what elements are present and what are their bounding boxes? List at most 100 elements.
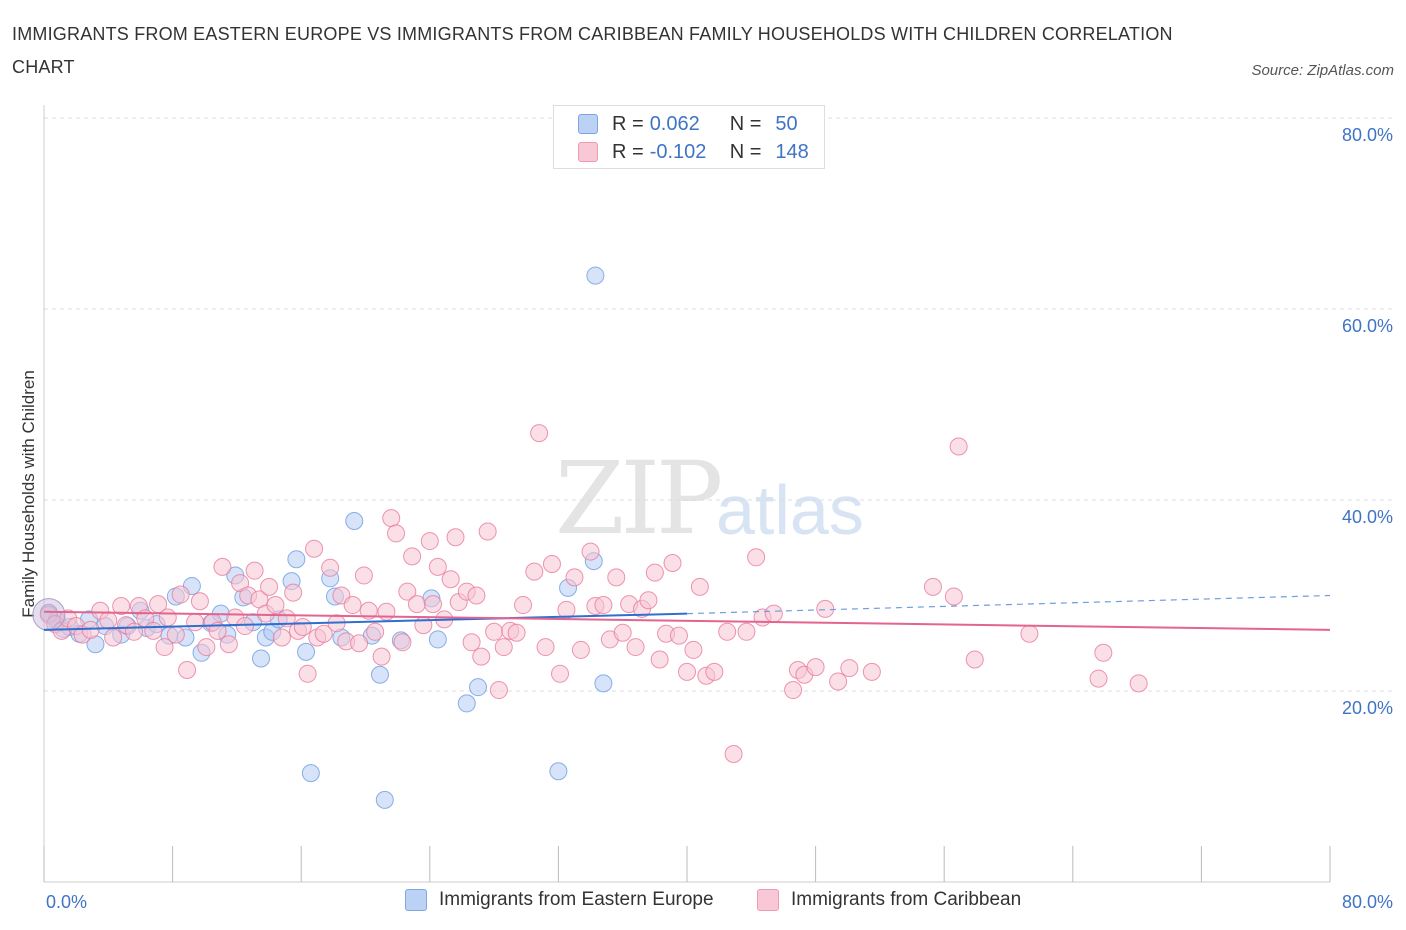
point-caribbean [197,638,216,657]
x-tick-label: 80.0% [1342,892,1393,912]
chart-title: IMMIGRANTS FROM EASTERN EUROPE VS IMMIGR… [12,24,1173,77]
point-caribbean [1094,643,1113,662]
point-caribbean [607,568,626,587]
point-caribbean [949,437,968,456]
point-caribbean [441,570,460,589]
n-value: 148 [775,140,809,163]
point-eastern-europe [594,674,613,693]
watermark-zip: ZIP [555,440,723,557]
point-caribbean [293,618,312,637]
r-value: -0.102 [649,140,707,163]
point-caribbean [613,623,632,642]
point-caribbean [816,599,835,618]
point-caribbean [536,638,555,657]
stats-legend-row-eastern-europe: R = 0.062 N = 50 [578,112,798,136]
point-caribbean [485,622,504,641]
point-caribbean [467,586,486,605]
point-eastern-europe [287,550,306,569]
point-caribbean [359,601,378,620]
point-caribbean [514,596,533,615]
point-caribbean [565,568,584,587]
point-caribbean [663,554,682,573]
point-caribbean [626,638,645,657]
point-caribbean [684,640,703,659]
point-caribbean [965,650,984,669]
point-caribbean [718,622,737,641]
point-caribbean [639,591,658,610]
point-eastern-europe [297,642,316,661]
point-caribbean [678,662,696,681]
point-caribbean [104,628,123,647]
point-caribbean [354,566,373,585]
point-eastern-europe [549,762,568,781]
point-caribbean [551,664,570,683]
point-caribbean [525,562,544,581]
point-caribbean [81,620,100,639]
point-caribbean [1129,674,1148,693]
point-caribbean [407,595,426,614]
point-caribbean [235,617,254,636]
point-caribbean [428,557,447,576]
point-caribbean [705,662,724,681]
point-caribbean [125,622,144,641]
point-caribbean [321,558,340,577]
point-caribbean [99,611,118,630]
x-tick-label: 0.0% [46,892,87,912]
point-caribbean [314,624,333,643]
point-caribbean [462,633,481,652]
point-caribbean [393,633,412,652]
point-caribbean [155,638,174,657]
point-caribbean [213,557,232,576]
point-caribbean [350,634,369,653]
point-caribbean [806,658,825,677]
y-tick-label: 40.0% [1342,507,1393,527]
point-caribbean [298,664,317,683]
point-caribbean [669,626,688,645]
point-caribbean [594,596,613,615]
point-eastern-europe [301,764,320,783]
point-caribbean [650,650,669,669]
point-cluster [32,598,66,632]
stats-legend: R = 0.062 N = 50 R = -0.102 N = 148 [553,105,825,169]
point-caribbean [690,577,709,596]
point-caribbean [372,647,391,666]
point-caribbean [272,628,291,647]
y-axis-label: Family Households with Children [19,370,38,618]
y-tick-label: 80.0% [1342,125,1393,145]
point-caribbean [829,672,848,691]
point-eastern-europe [252,649,271,668]
series-legend-eastern-europe: Immigrants from Eastern Europe [405,889,714,911]
point-caribbean [190,592,209,611]
point-eastern-europe [345,512,364,531]
point-caribbean [260,577,279,596]
point-caribbean [284,583,303,602]
chart-source: Source: ZipAtlas.com [1251,62,1394,79]
point-eastern-europe [375,790,394,809]
y-tick-label: 60.0% [1342,316,1393,336]
point-caribbean [1089,669,1108,688]
watermark-atlas: atlas [716,471,864,549]
point-caribbean [158,608,177,627]
point-caribbean [112,597,131,616]
n-value: 50 [775,112,798,135]
point-caribbean [944,587,963,606]
series-legend-label: Immigrants from Eastern Europe [439,889,714,910]
r-label: R = [612,112,644,135]
point-caribbean [737,622,756,641]
n-label: N = [729,140,762,163]
point-caribbean [186,613,205,632]
point-caribbean [144,621,163,640]
point-caribbean [747,548,766,567]
point-caribbean [530,424,549,443]
point-eastern-europe [586,266,605,285]
point-eastern-europe [428,630,447,649]
series-legend: Immigrants from Eastern Europe Immigrant… [0,889,1406,915]
point-caribbean [305,539,324,558]
point-caribbean [171,585,190,604]
trendline-extension-eastern-europe [686,594,1331,615]
y-tick-label: 20.0% [1342,698,1393,718]
series-legend-caribbean: Immigrants from Caribbean [757,889,1021,911]
point-caribbean [472,647,491,666]
stats-legend-row-caribbean: R = -0.102 N = 148 [578,140,809,164]
